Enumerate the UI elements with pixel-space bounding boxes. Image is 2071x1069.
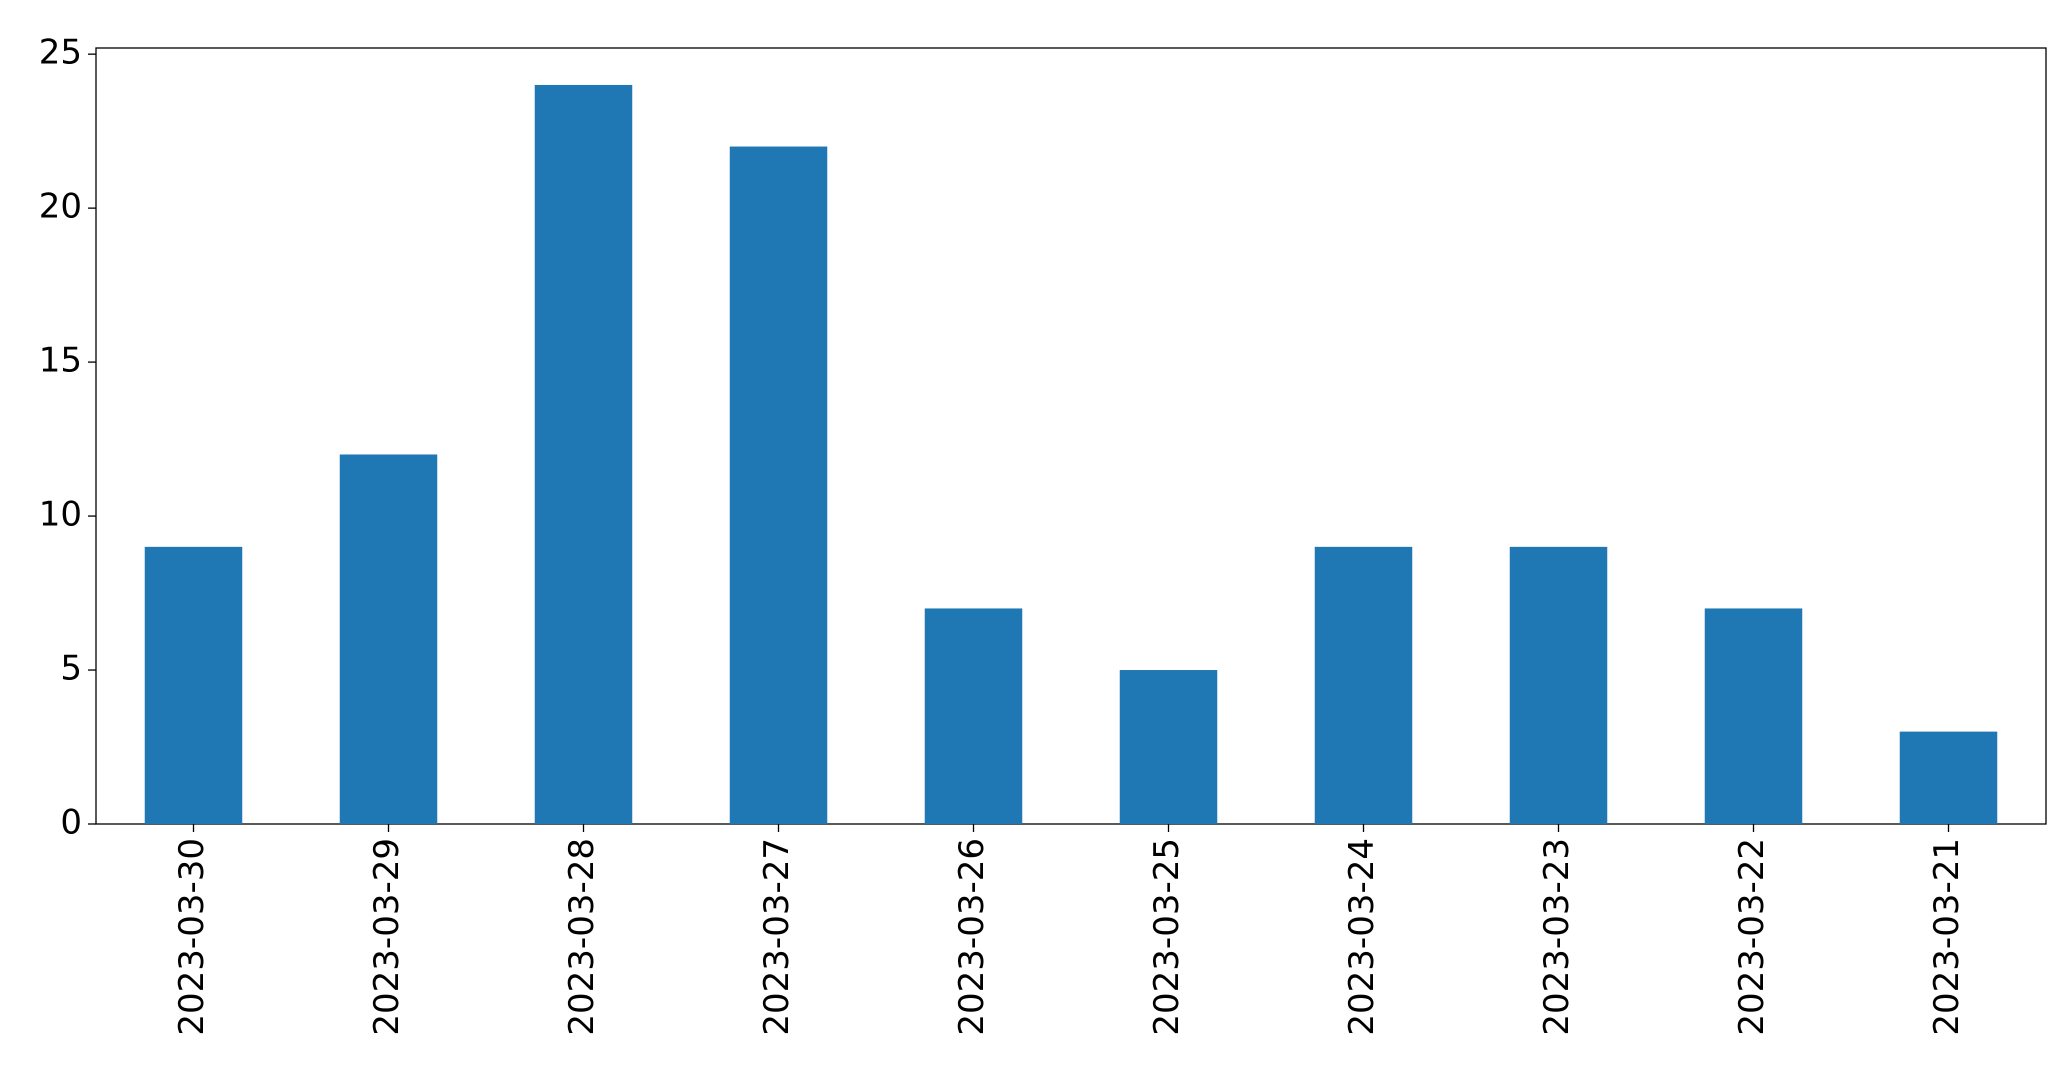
bar bbox=[339, 454, 438, 824]
x-tick-label: 2023-03-27 bbox=[757, 838, 797, 1036]
bar bbox=[534, 84, 633, 824]
x-tick-label: 2023-03-22 bbox=[1732, 838, 1772, 1036]
x-tick-label: 2023-03-28 bbox=[562, 838, 602, 1036]
bar bbox=[1704, 608, 1803, 824]
bar bbox=[1509, 546, 1608, 824]
y-tick-label: 15 bbox=[39, 341, 82, 381]
y-tick-label: 10 bbox=[39, 495, 82, 535]
x-tick-label: 2023-03-30 bbox=[172, 838, 212, 1036]
y-tick-label: 20 bbox=[39, 187, 82, 227]
x-tick-label: 2023-03-29 bbox=[367, 838, 407, 1036]
y-tick-label: 5 bbox=[60, 649, 82, 689]
y-tick-label: 25 bbox=[39, 33, 82, 73]
bar bbox=[924, 608, 1023, 824]
plot-frame bbox=[95, 47, 2047, 825]
x-tick-label: 2023-03-23 bbox=[1537, 838, 1577, 1036]
x-tick-label: 2023-03-21 bbox=[1927, 838, 1967, 1036]
bar bbox=[1899, 731, 1998, 824]
x-tick-label: 2023-03-25 bbox=[1147, 838, 1187, 1036]
bar bbox=[729, 146, 828, 825]
bar bbox=[144, 546, 243, 824]
y-tick-label: 0 bbox=[60, 803, 82, 843]
bar bbox=[1119, 670, 1218, 824]
x-tick-label: 2023-03-26 bbox=[952, 838, 992, 1036]
x-tick-label: 2023-03-24 bbox=[1342, 838, 1382, 1036]
bar bbox=[1314, 546, 1413, 824]
